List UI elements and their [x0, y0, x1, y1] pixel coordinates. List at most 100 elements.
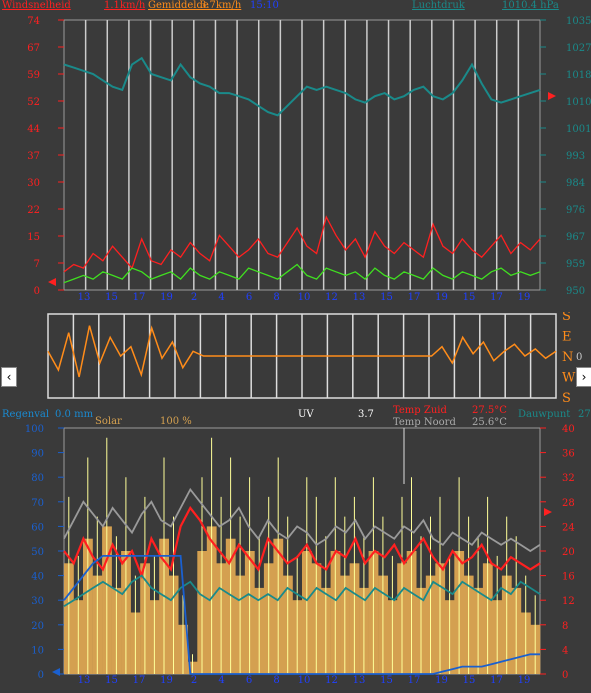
temp-y-tick: 36 — [562, 449, 575, 460]
temp-x-tick: 12 — [325, 675, 338, 686]
temp-x-tick: 13 — [353, 675, 366, 686]
solar-value: 100 % — [160, 416, 192, 427]
pressure-marker-icon — [548, 92, 556, 100]
wind-x-tick: 17 — [490, 292, 503, 302]
rain-marker-icon — [52, 668, 60, 676]
temp-y-tick: 32 — [562, 473, 575, 484]
wind-y-tick: 44 — [27, 124, 40, 135]
temp-x-tick: 8 — [273, 675, 279, 686]
pressure-y-tick: 984 — [566, 178, 585, 189]
wind-x-tick: 17 — [133, 292, 146, 302]
uv-value: 3.7 — [358, 409, 374, 420]
temp-x-tick: 15 — [105, 675, 118, 686]
temp-x-tick: 19 — [160, 675, 173, 686]
wind-speed-value: 1.1km/h — [104, 0, 146, 11]
temp-x-tick: 19 — [518, 675, 531, 686]
temp-north-label: Temp Noord — [393, 417, 456, 428]
solar-y-tick: 50 — [31, 547, 44, 558]
direction-y-tick: E — [562, 330, 572, 345]
temp-x-tick: 4 — [218, 675, 224, 686]
temp-y-tick: 0 — [562, 670, 568, 681]
pressure-y-tick: 1018 — [566, 70, 591, 81]
temp-x-tick: 15 — [463, 675, 476, 686]
direction-series-line — [47, 325, 557, 378]
wind-x-tick: 17 — [408, 292, 421, 302]
wind-y-tick: 0 — [34, 286, 40, 297]
temp-x-tick: 17 — [490, 675, 503, 686]
solar-y-tick: 100 — [25, 424, 44, 435]
wind-x-tick: 15 — [380, 292, 393, 302]
solar-y-tick: 20 — [31, 621, 44, 632]
wind-y-tick: 30 — [27, 178, 40, 189]
wind-y-tick: 74 — [27, 16, 40, 27]
pressure-value: 1010.4 hPa — [502, 0, 559, 11]
wind-y-tick: 52 — [27, 97, 40, 108]
wind-x-tick: 10 — [298, 292, 311, 302]
wind-series-line — [63, 263, 541, 284]
temp-x-tick: 2 — [191, 675, 197, 686]
pressure-y-tick: 950 — [566, 286, 585, 297]
temp-north-value: 25.6°C — [472, 417, 507, 428]
rain-value: 0.0 mm — [55, 409, 94, 420]
wind-x-tick: 15 — [463, 292, 476, 302]
time-label: 15:10 — [250, 0, 279, 11]
temp-x-tick: 17 — [133, 675, 146, 686]
wind-x-tick: 6 — [246, 292, 252, 302]
temp-x-tick: 6 — [246, 675, 252, 686]
solar-y-tick: 60 — [31, 522, 44, 533]
temp-y-tick: 20 — [562, 547, 575, 558]
wind-y-tick: 22 — [27, 205, 40, 216]
pressure-y-tick: 1027 — [566, 43, 591, 54]
temp-x-tick: 10 — [298, 675, 311, 686]
wind-x-tick: 13 — [353, 292, 366, 302]
avg-wind-label: Gemiddelde — [148, 0, 209, 11]
temp-x-tick: 15 — [380, 675, 393, 686]
pressure-label: Luchtdruk — [412, 0, 465, 11]
solar-y-tick: 30 — [31, 596, 44, 607]
scroll-left-button[interactable]: ‹ — [1, 367, 17, 387]
wind-y-tick: 7 — [34, 259, 40, 270]
temp-south-value: 27.5°C — [472, 405, 507, 416]
temp-y-tick: 24 — [562, 522, 575, 533]
solar-y-tick: 0 — [38, 670, 44, 681]
pressure-y-tick: 1001 — [566, 124, 591, 135]
solar-label: Solar — [95, 416, 122, 427]
temp-south-label: Temp Zuid — [393, 405, 447, 416]
wind-x-tick: 2 — [191, 292, 197, 302]
temp-x-tick: 19 — [435, 675, 448, 686]
wind-x-tick: 13 — [78, 292, 91, 302]
direction-y-tick: S — [562, 391, 571, 404]
temp-y-tick: 40 — [562, 424, 575, 435]
pressure-y-tick: 959 — [566, 259, 585, 270]
temp_south-series-line — [63, 505, 541, 580]
avg-wind-value: 3.7km/h — [200, 0, 242, 11]
wind-x-tick: 19 — [160, 292, 173, 302]
wind-y-tick: 67 — [27, 43, 40, 54]
direction-y-tick: S — [562, 312, 571, 324]
solar-y-tick: 10 — [31, 645, 44, 656]
pressure-y-tick: 1035 — [566, 16, 591, 27]
scroll-right-button[interactable]: › — [576, 367, 591, 387]
wind-marker-icon — [48, 278, 56, 286]
wind-y-tick: 37 — [27, 151, 40, 162]
temp-x-tick: 17 — [408, 675, 421, 686]
temp_north-series-line — [63, 487, 541, 553]
uv-label: UV — [298, 409, 314, 420]
pressure-y-tick: 976 — [566, 205, 585, 216]
pressure-y-tick: 967 — [566, 232, 585, 243]
rain-label: Regenval — [2, 409, 50, 420]
solar-y-tick: 80 — [31, 473, 44, 484]
dewpoint-series-line — [63, 574, 541, 608]
direction-y-tick: W — [562, 371, 576, 386]
wind-y-tick: 15 — [27, 232, 40, 243]
pressure-y-tick: 993 — [566, 151, 585, 162]
rain-series-line — [63, 555, 540, 675]
pressure-y-tick: 1010 — [566, 97, 591, 108]
temp-y-tick: 12 — [562, 596, 575, 607]
wind-y-tick: 59 — [27, 70, 40, 81]
solar-y-tick: 40 — [31, 572, 44, 583]
temp-y-tick: 4 — [562, 645, 568, 656]
wind-x-tick: 4 — [218, 292, 224, 302]
solar-y-tick: 70 — [31, 498, 44, 509]
